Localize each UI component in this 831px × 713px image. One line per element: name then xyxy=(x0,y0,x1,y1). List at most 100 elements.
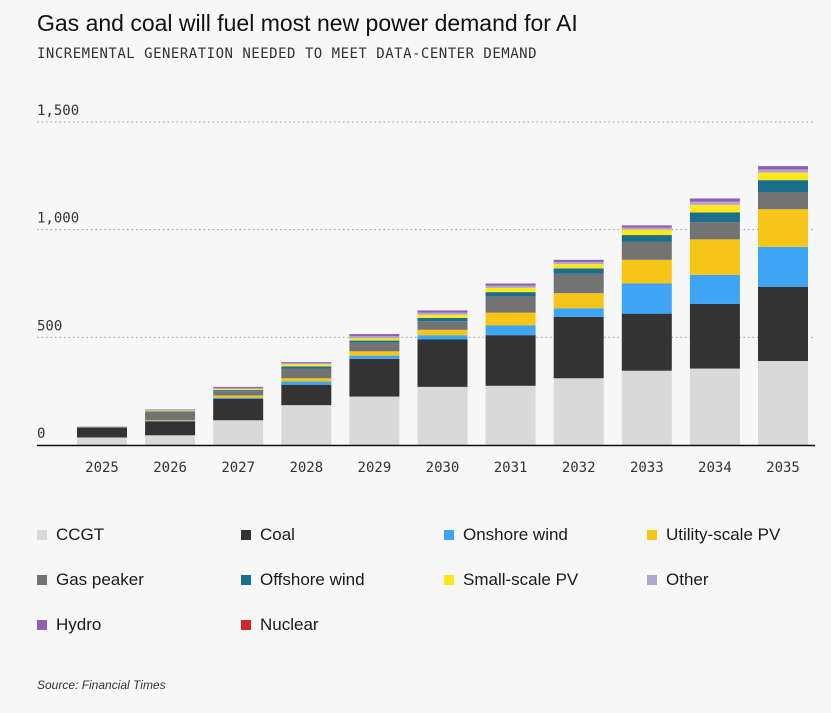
bar-segment-ccgt-2028 xyxy=(281,405,332,445)
bar-segment-ccgt-2030 xyxy=(417,386,468,445)
bar-segment-offshore-wind-2031 xyxy=(485,292,536,297)
bar-segment-gas-peaker-2033 xyxy=(621,241,672,260)
bar-segment-small-scale-pv-2032 xyxy=(553,264,604,269)
bar-segment-gas-peaker-2027 xyxy=(213,391,264,396)
bar-segment-ccgt-2035 xyxy=(758,361,808,445)
legend-swatch xyxy=(241,530,251,540)
bar-segment-offshore-wind-2033 xyxy=(621,235,672,242)
bar-segment-hydro-2030 xyxy=(417,310,468,313)
bar-segment-offshore-wind-2029 xyxy=(349,340,400,343)
legend-swatch xyxy=(37,575,47,585)
bar-segment-gas-peaker-2029 xyxy=(349,342,400,352)
x-tick-label: 2026 xyxy=(153,460,187,476)
legend-item-coal: Coal xyxy=(241,525,295,545)
bar-segment-utility-scale-pv-2034 xyxy=(689,239,740,275)
bar-segment-utility-scale-pv-2028 xyxy=(281,378,332,382)
legend-label: Offshore wind xyxy=(260,570,365,589)
bar-segment-utility-scale-pv-2032 xyxy=(553,293,604,309)
bar-segment-utility-scale-pv-2029 xyxy=(349,351,400,356)
legend-label: Gas peaker xyxy=(56,570,144,589)
x-tick-label: 2035 xyxy=(766,460,800,476)
bar-segment-small-scale-pv-2034 xyxy=(689,204,740,213)
bar-segment-utility-scale-pv-2030 xyxy=(417,329,468,336)
bar-segment-ccgt-2029 xyxy=(349,396,400,445)
bar-segment-small-scale-pv-2033 xyxy=(621,229,672,236)
bar-segment-ccgt-2032 xyxy=(553,378,604,445)
bar-segment-small-scale-pv-2031 xyxy=(485,287,536,293)
legend-item-ccgt: CCGT xyxy=(37,525,104,545)
bar-segment-hydro-2026 xyxy=(145,409,196,411)
stacked-bar-chart: 0 500 1,000 1,500 2025 2026 2027 2028 2029 2030 20… xyxy=(37,103,815,476)
bar-segment-gas-peaker-2034 xyxy=(689,222,740,240)
bar-segment-gas-peaker-2030 xyxy=(417,321,468,330)
bar-segment-other-2029 xyxy=(349,336,400,339)
x-tick-label: 2028 xyxy=(289,460,323,476)
bar-segment-hydro-2031 xyxy=(485,283,536,286)
legend-label: Small-scale PV xyxy=(463,570,579,589)
source-note: Source: Financial Times xyxy=(37,678,166,692)
bar-segment-offshore-wind-2032 xyxy=(553,268,604,274)
bar-segment-coal-2028 xyxy=(281,384,332,406)
bar-segment-coal-2030 xyxy=(417,339,468,387)
bar-segment-other-2034 xyxy=(689,201,740,205)
x-tick-label: 2031 xyxy=(494,460,528,476)
bar-segment-onshore-wind-2028 xyxy=(281,381,332,385)
bar-segment-utility-scale-pv-2026 xyxy=(145,420,196,421)
bar-segment-gas-peaker-2031 xyxy=(485,296,536,313)
bar-segment-ccgt-2033 xyxy=(621,370,672,445)
bar-segment-small-scale-pv-2030 xyxy=(417,314,468,318)
bar-segment-ccgt-2034 xyxy=(689,368,740,445)
legend-item-offshore-wind: Offshore wind xyxy=(241,570,365,590)
bar-segment-offshore-wind-2030 xyxy=(417,317,468,322)
bar-segment-gas-peaker-2026 xyxy=(145,411,196,421)
bar-segment-coal-2033 xyxy=(621,313,672,371)
legend-swatch xyxy=(37,620,47,630)
x-tick-label: 2030 xyxy=(426,460,460,476)
bar-segment-gas-peaker-2028 xyxy=(281,368,332,379)
bar-segment-hydro-2028 xyxy=(281,362,332,364)
bar-segment-offshore-wind-2027 xyxy=(213,390,264,392)
bar-segment-small-scale-pv-2027 xyxy=(213,389,264,391)
legend-swatch xyxy=(444,530,454,540)
legend-item-utility-scale-pv: Utility-scale PV xyxy=(647,525,780,545)
bar-segment-other-2027 xyxy=(213,387,264,390)
bar-segment-other-2032 xyxy=(553,261,604,265)
bar-segment-small-scale-pv-2029 xyxy=(349,338,400,341)
bar-segment-ccgt-2031 xyxy=(485,385,536,445)
bar-segment-small-scale-pv-2028 xyxy=(281,364,332,367)
bar-segment-other-2028 xyxy=(281,363,332,365)
bar-segment-hydro-2034 xyxy=(689,198,740,202)
legend-swatch xyxy=(241,620,251,630)
bar-segment-offshore-wind-2035 xyxy=(758,180,808,192)
y-tick-label: 1,500 xyxy=(37,103,79,119)
legend-item-other: Other xyxy=(647,570,709,590)
bar-segment-utility-scale-pv-2027 xyxy=(213,395,264,398)
legend-label: CCGT xyxy=(56,525,105,544)
bar-segment-offshore-wind-2028 xyxy=(281,366,332,369)
bar-segment-utility-scale-pv-2031 xyxy=(485,312,536,326)
x-tick-label: 2029 xyxy=(358,460,392,476)
bar-segment-onshore-wind-2030 xyxy=(417,335,468,340)
bar-segment-hydro-2027 xyxy=(213,386,264,388)
bar-segment-onshore-wind-2033 xyxy=(621,283,672,314)
bar-segment-coal-2026 xyxy=(145,421,196,436)
legend-swatch xyxy=(37,530,47,540)
bar-segment-coal-2034 xyxy=(689,303,740,369)
bar-segment-coal-2035 xyxy=(758,286,808,362)
bar-segment-gas-peaker-2032 xyxy=(553,273,604,294)
bar-segment-hydro-2032 xyxy=(553,259,604,262)
legend-swatch xyxy=(647,575,657,585)
legend-item-hydro: Hydro xyxy=(37,615,101,635)
legend-label: Utility-scale PV xyxy=(666,525,781,544)
chart-subtitle: INCREMENTAL GENERATION NEEDED TO MEET DA… xyxy=(37,46,538,62)
y-tick-label: 500 xyxy=(37,318,62,334)
bar-segment-ccgt-2026 xyxy=(145,435,196,445)
bar-segment-other-2035 xyxy=(758,169,808,173)
bar-segment-small-scale-pv-2035 xyxy=(758,172,808,181)
bar-segment-coal-2031 xyxy=(485,335,536,386)
x-tick-label: 2033 xyxy=(630,460,664,476)
legend-swatch xyxy=(241,575,251,585)
bar-segment-hydro-2033 xyxy=(621,225,672,228)
bar-segment-gas-peaker-2035 xyxy=(758,191,808,210)
legend-label: Other xyxy=(666,570,709,589)
